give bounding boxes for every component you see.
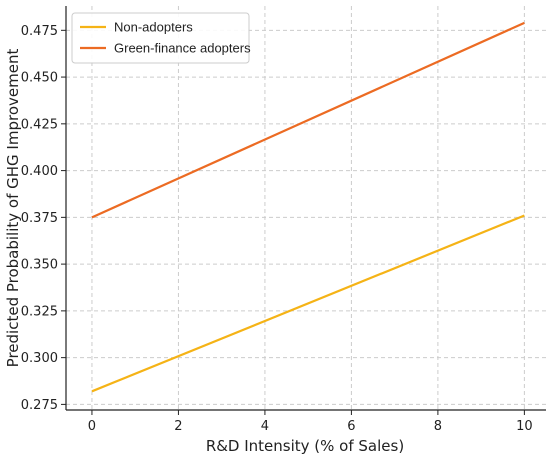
y-tick-label: 0.450 <box>21 71 58 86</box>
axes: 0 2 4 6 8 10 0.275 0.300 0.325 0.350 0.375 0.400 0.4… <box>21 6 546 434</box>
legend-label: Green-finance adopters <box>114 41 251 56</box>
y-tick-label: 0.375 <box>21 211 58 226</box>
y-tick-label: 0.300 <box>21 351 58 366</box>
y-tick-label: 0.275 <box>21 398 58 413</box>
grid <box>66 6 546 410</box>
x-tick-label: 6 <box>347 419 355 434</box>
y-tick-label: 0.425 <box>21 117 58 132</box>
y-tick-label: 0.325 <box>21 304 58 319</box>
legend: Non-adopters Green-finance adopters <box>71 12 251 64</box>
y-tick-label: 0.475 <box>21 24 58 39</box>
legend-label: Non-adopters <box>114 20 193 35</box>
legend-box <box>71 12 250 64</box>
series-line-non-adopters <box>91 214 525 393</box>
y-tick-label: 0.400 <box>21 164 58 179</box>
series-line-green-finance-adopters <box>91 21 525 219</box>
y-axis-title: Predicted Probability of GHG Improvement <box>4 49 22 368</box>
x-axis-title: R&D Intensity (% of Sales) <box>206 437 404 455</box>
x-tick-label: 2 <box>174 419 182 434</box>
series-lines <box>91 21 525 393</box>
x-tick-label: 10 <box>516 419 533 434</box>
x-tick-label: 4 <box>261 419 269 434</box>
x-tick-label: 0 <box>88 419 96 434</box>
x-tick-label: 8 <box>434 419 442 434</box>
y-tick-label: 0.350 <box>21 258 58 273</box>
